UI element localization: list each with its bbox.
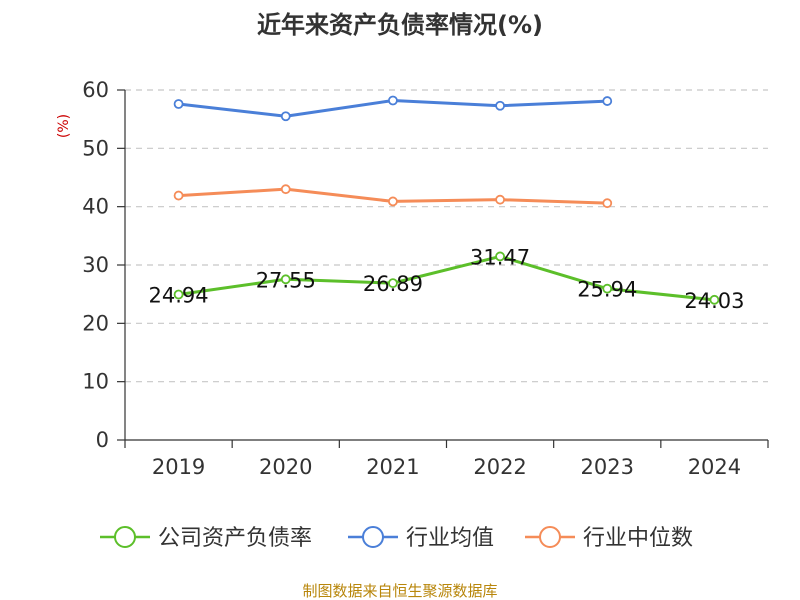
data-label: 24.94: [149, 284, 209, 308]
y-tick-label: 40: [82, 195, 109, 219]
legend-marker-icon: [114, 526, 136, 548]
data-point: [173, 289, 184, 300]
legend-label: 行业均值: [406, 526, 494, 551]
data-label: 27.55: [256, 268, 316, 292]
y-tick-label: 10: [82, 370, 109, 394]
legend: 公司资产负债率 行业均值 行业中位数: [100, 526, 693, 551]
data-point: [495, 194, 505, 205]
data-point: [602, 96, 613, 106]
data-point: [388, 95, 398, 106]
legend-marker-icon: [362, 526, 384, 548]
legend-label: 行业中位数: [583, 526, 693, 551]
y-axis-label: (%): [56, 114, 72, 138]
data-point: [495, 100, 505, 111]
axes: 0 10 20 30 40 50 60 2019 2020 2021 2022 2023 2024: [82, 78, 769, 479]
y-tick-label: 50: [82, 136, 109, 160]
series-group: [173, 95, 720, 305]
data-point: [602, 198, 613, 209]
data-point: [173, 99, 184, 109]
series-line: [178, 254, 715, 302]
legend-label: 公司资产负债率: [158, 526, 312, 551]
data-point: [280, 184, 291, 195]
x-tick-label: 2021: [366, 455, 419, 479]
data-label: 25.94: [577, 278, 637, 302]
x-tick-label: 2024: [688, 455, 741, 479]
y-tick-label: 30: [82, 253, 109, 277]
data-labels: 24.94 27.55 26.89 31.47 25.94 24.03: [149, 245, 745, 312]
grid-lines: [125, 89, 768, 383]
data-point: [173, 190, 184, 201]
data-point: [388, 278, 398, 289]
x-tick-label: 2022: [473, 455, 526, 479]
data-point: [388, 196, 398, 207]
data-label: 31.47: [470, 245, 530, 269]
x-tick-label: 2020: [259, 455, 312, 479]
y-tick-label: 60: [82, 78, 109, 102]
y-tick-label: 0: [96, 428, 109, 452]
x-tick-label: 2023: [581, 455, 634, 479]
data-point: [709, 294, 720, 305]
chart-title: 近年来资产负债率情况(%): [257, 11, 543, 39]
y-tick-label: 20: [82, 311, 109, 335]
data-point: [280, 111, 291, 122]
data-point: [280, 274, 291, 285]
x-tick-label: 2019: [152, 455, 205, 479]
source-note: 制图数据来自恒生聚源数据库: [302, 582, 497, 600]
data-label: 24.03: [684, 289, 744, 313]
data-point: [602, 283, 613, 294]
data-label: 26.89: [363, 272, 423, 296]
legend-marker-icon: [539, 526, 561, 548]
data-point: [495, 251, 505, 262]
